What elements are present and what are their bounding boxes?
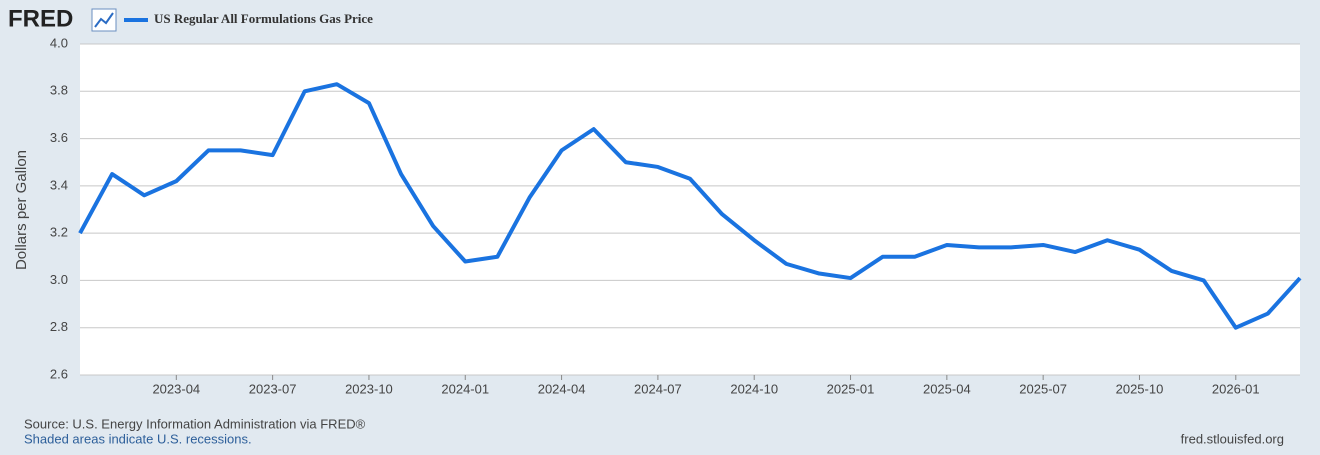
x-tick-label: 2024-01 [441,381,489,396]
y-tick-label: 3.2 [50,225,68,240]
x-tick-label: 2025-01 [827,381,875,396]
x-tick-label: 2025-04 [923,381,971,396]
logo-icon [91,8,117,32]
x-tick-label: 2023-10 [345,381,393,396]
y-axis-label: Dollars per Gallon [13,150,30,270]
recession-note: Shaded areas indicate U.S. recessions. [24,431,252,446]
series-line [78,82,1302,330]
y-tick-label: 3.8 [50,83,68,98]
x-tick-label: 2024-07 [634,381,682,396]
x-tick-label: 2023-04 [152,381,200,396]
y-tick-label: 4.0 [50,35,68,50]
x-tick-label: 2026-01 [1212,381,1260,396]
x-tick-label: 2024-10 [730,381,778,396]
y-tick-label: 3.0 [50,272,68,287]
y-tick-label: 3.4 [50,177,68,192]
site-url[interactable]: fred.stlouisfed.org [1181,431,1284,446]
logo-icon-line [94,12,114,28]
x-tick-label: 2023-07 [249,381,297,396]
y-tick-label: 3.6 [50,130,68,145]
y-tick-label: 2.6 [50,366,68,381]
brand-logo[interactable]: FRED [8,5,73,32]
x-tick-label: 2024-04 [538,381,586,396]
x-tick-label: 2025-10 [1116,381,1164,396]
plot-area [80,44,1300,375]
x-tick-label: 2025-07 [1019,381,1067,396]
source-note: Source: U.S. Energy Information Administ… [24,416,366,431]
y-tick-label: 2.8 [50,319,68,334]
legend-label[interactable]: US Regular All Formulations Gas Price [154,11,373,26]
